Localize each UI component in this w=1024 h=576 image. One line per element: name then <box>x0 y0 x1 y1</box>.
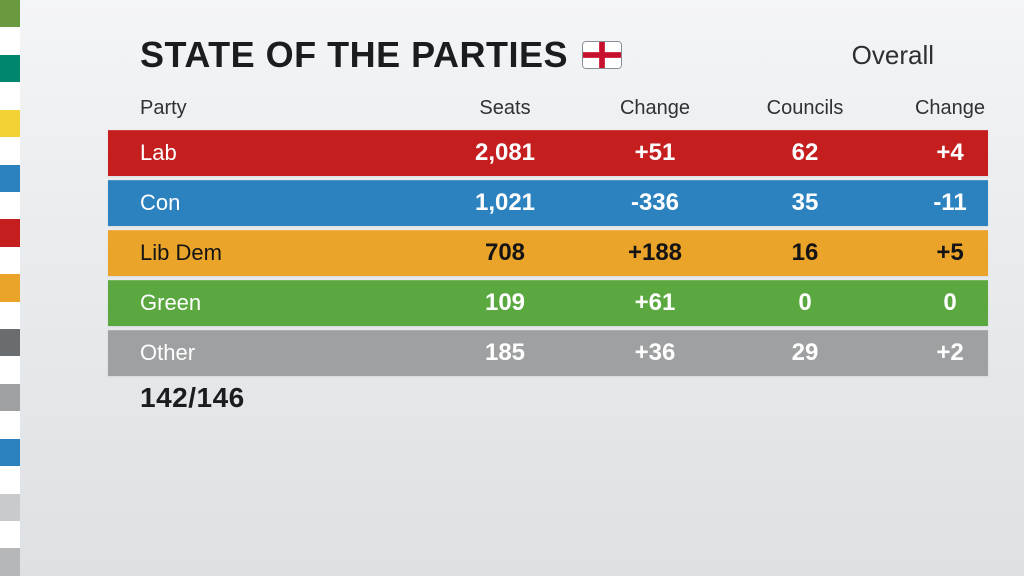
change2-value: -11 <box>880 189 1020 217</box>
side-strip-segment <box>0 356 20 383</box>
table-header: Party Seats Change Councils Change <box>108 86 988 130</box>
councils-value: 35 <box>730 189 880 217</box>
side-strip-segment <box>0 494 20 521</box>
change-value: +61 <box>580 289 730 317</box>
side-strip-segment <box>0 110 20 137</box>
overall-label: Overall <box>852 40 934 71</box>
side-strip-segment <box>0 274 20 301</box>
col-councils: Councils <box>730 97 880 120</box>
change-value: +188 <box>580 239 730 267</box>
col-seats: Seats <box>430 97 580 120</box>
seats-value: 2,081 <box>430 139 580 167</box>
side-strip-segment <box>0 384 20 411</box>
change2-value: +2 <box>880 339 1020 367</box>
change-value: +36 <box>580 339 730 367</box>
councils-value: 16 <box>730 239 880 267</box>
progress-count: 142/146 <box>108 382 988 414</box>
seats-value: 185 <box>430 339 580 367</box>
table-row: Lab2,081+5162+4 <box>108 130 988 176</box>
table-body: Lab2,081+5162+4Con1,021-33635-11Lib Dem7… <box>108 130 988 376</box>
results-panel: STATE OF THE PARTIES Overall Party Seats… <box>108 34 988 414</box>
title-row: STATE OF THE PARTIES Overall <box>108 34 988 76</box>
table-row: Con1,021-33635-11 <box>108 180 988 226</box>
england-flag-icon <box>582 41 622 69</box>
change2-value: +4 <box>880 139 1020 167</box>
col-change: Change <box>580 97 730 120</box>
change-value: -336 <box>580 189 730 217</box>
table-row: Green109+6100 <box>108 280 988 326</box>
side-strip-segment <box>0 329 20 356</box>
side-strip-segment <box>0 521 20 548</box>
table-row: Other185+3629+2 <box>108 330 988 376</box>
side-strip-segment <box>0 165 20 192</box>
side-strip-segment <box>0 548 20 575</box>
side-strip-segment <box>0 192 20 219</box>
col-change2: Change <box>880 97 1020 120</box>
side-strip-segment <box>0 439 20 466</box>
parties-table: Party Seats Change Councils Change Lab2,… <box>108 86 988 376</box>
change-value: +51 <box>580 139 730 167</box>
side-strip-segment <box>0 247 20 274</box>
party-name: Other <box>140 340 430 366</box>
party-name: Lib Dem <box>140 240 430 266</box>
side-strip-segment <box>0 466 20 493</box>
side-strip-segment <box>0 411 20 438</box>
party-name: Lab <box>140 140 430 166</box>
side-strip-segment <box>0 27 20 54</box>
change2-value: 0 <box>880 289 1020 317</box>
seats-value: 109 <box>430 289 580 317</box>
councils-value: 0 <box>730 289 880 317</box>
side-strip-segment <box>0 302 20 329</box>
seats-value: 1,021 <box>430 189 580 217</box>
side-color-strip <box>0 0 20 576</box>
seats-value: 708 <box>430 239 580 267</box>
councils-value: 29 <box>730 339 880 367</box>
side-strip-segment <box>0 55 20 82</box>
col-party: Party <box>140 97 430 120</box>
page-title: STATE OF THE PARTIES <box>140 34 568 76</box>
party-name: Con <box>140 190 430 216</box>
side-strip-segment <box>0 219 20 246</box>
side-strip-segment <box>0 0 20 27</box>
party-name: Green <box>140 290 430 316</box>
change2-value: +5 <box>880 239 1020 267</box>
table-row: Lib Dem708+18816+5 <box>108 230 988 276</box>
side-strip-segment <box>0 137 20 164</box>
side-strip-segment <box>0 82 20 109</box>
councils-value: 62 <box>730 139 880 167</box>
